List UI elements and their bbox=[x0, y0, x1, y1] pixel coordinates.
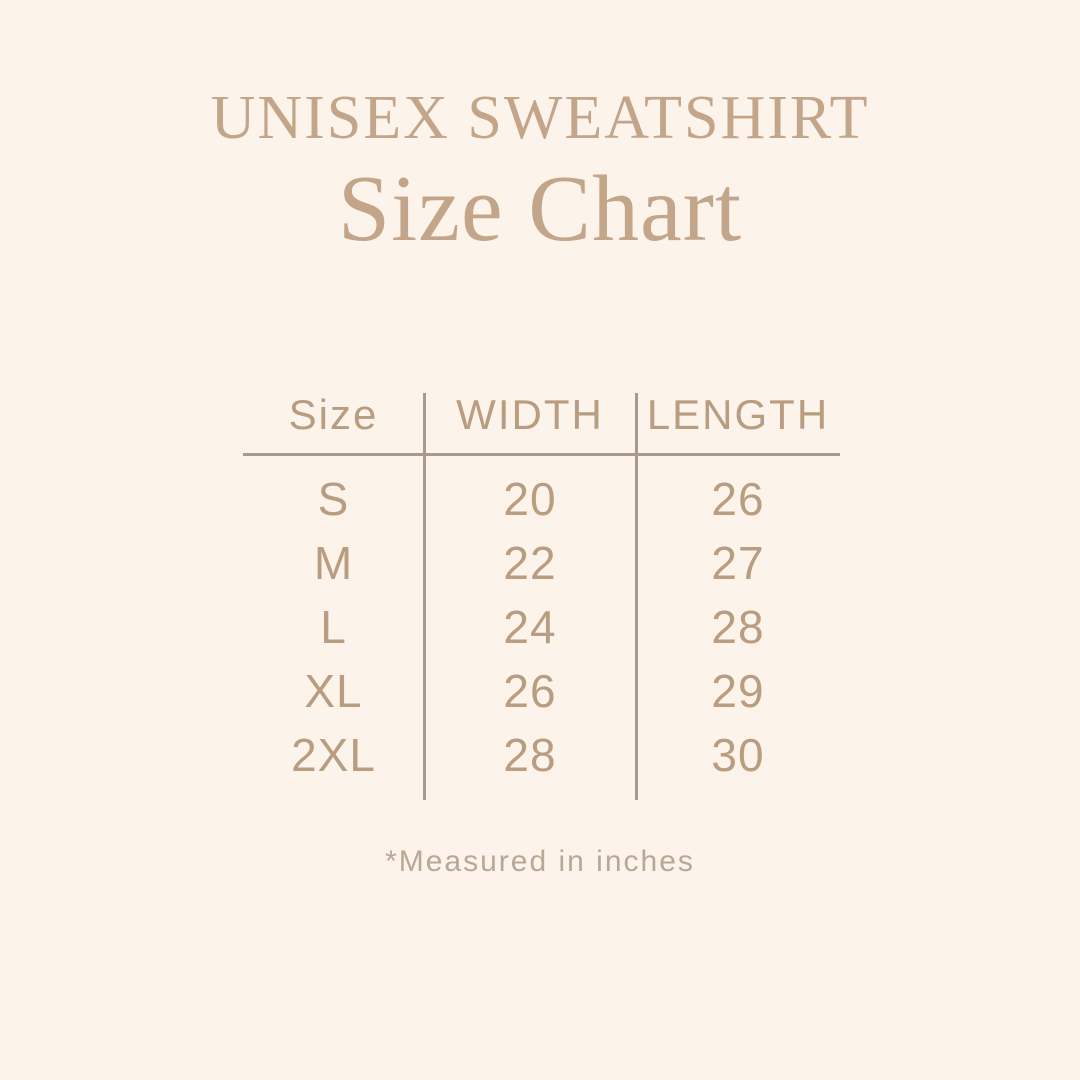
length-cell: 30 bbox=[711, 729, 765, 781]
page-title: Size Chart bbox=[337, 157, 743, 261]
column-divider-1 bbox=[423, 393, 426, 800]
size-cell: L bbox=[320, 601, 347, 653]
column-header-width: WIDTH bbox=[456, 391, 604, 438]
measurement-note: *Measured in inches bbox=[385, 845, 695, 878]
size-cell: XL bbox=[304, 665, 363, 717]
width-cell: 22 bbox=[503, 537, 557, 589]
width-cell: 26 bbox=[503, 665, 557, 717]
size-cell: M bbox=[313, 537, 354, 589]
length-cell: 29 bbox=[711, 665, 765, 717]
size-cell: S bbox=[317, 473, 350, 525]
width-cell: 28 bbox=[503, 729, 557, 781]
width-cell: 20 bbox=[503, 473, 557, 525]
column-divider-2 bbox=[635, 393, 638, 800]
header-underline bbox=[243, 453, 840, 456]
length-cell: 27 bbox=[711, 537, 765, 589]
column-header-size: Size bbox=[288, 391, 379, 438]
table-body: S 20 26 M 22 27 L 24 28 XL 26 29 2XL 28 … bbox=[243, 467, 840, 787]
length-cell: 28 bbox=[711, 601, 765, 653]
column-header-length: LENGTH bbox=[646, 391, 830, 438]
product-title: UNISEX SWEATSHIRT bbox=[210, 84, 870, 152]
table-header-row: Size WIDTH LENGTH bbox=[243, 385, 840, 445]
size-cell: 2XL bbox=[291, 729, 376, 781]
length-cell: 26 bbox=[711, 473, 765, 525]
width-cell: 24 bbox=[503, 601, 557, 653]
